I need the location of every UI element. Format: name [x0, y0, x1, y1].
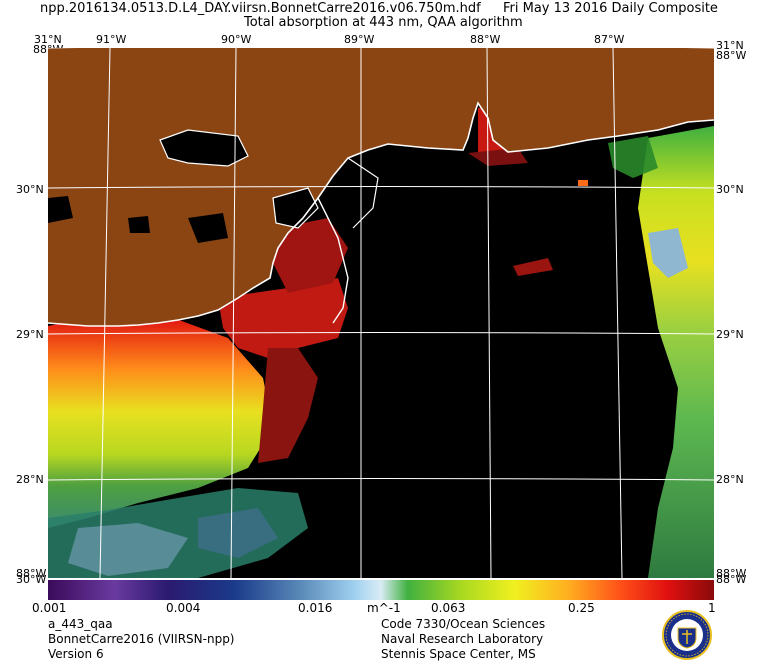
east-clear-patch: [648, 228, 688, 278]
colorbar-unit: m^-1: [367, 601, 401, 615]
colorbar-ramp: [48, 580, 714, 600]
file-name: npp.2016134.0513.D.L4_DAY.viirsn.BonnetC…: [40, 1, 481, 16]
colorbar-tick-3: 0.063: [431, 601, 466, 615]
lat-label-30-left: 30°N: [16, 183, 44, 196]
lat-label-28-left: 28°N: [16, 473, 44, 486]
colorbar: [48, 580, 714, 600]
meridian-90w: [230, 48, 237, 578]
bottom-left-overlap-label: 30°W: [16, 573, 47, 586]
meridian-91w: [99, 48, 111, 578]
lat-label-29-right: 29°N: [716, 328, 744, 341]
variable-name: a_443_qaa: [48, 617, 113, 631]
inland-lake: [128, 216, 150, 233]
colorbar-tick-0: 0.001: [32, 601, 67, 615]
lon-label-90: 90°W: [221, 33, 252, 46]
lat-label-28-right: 28°N: [716, 473, 744, 486]
inland-lake: [48, 196, 73, 223]
left-top-lat-label: 31°N: [34, 33, 62, 46]
colorbar-tick-1: 0.004: [166, 601, 201, 615]
west-shelf-blue-patch: [198, 508, 278, 558]
org-name: Naval Research Laboratory: [381, 632, 544, 646]
parallel-28n: [48, 478, 714, 481]
product-title: Total absorption at 443 nm, QAA algorith…: [244, 15, 523, 30]
meridian-87w: [612, 48, 623, 578]
offshore-patch: [578, 180, 588, 186]
inland-lake: [188, 213, 228, 243]
colorbar-tick-2: 0.016: [298, 601, 333, 615]
land-mass: [48, 48, 714, 326]
lon-label-89: 89°W: [344, 33, 375, 46]
colorbar-tick-5: 1: [708, 601, 716, 615]
corner-bottom-left-label: 88°W: [16, 567, 47, 580]
mississippi-sound-water: [468, 148, 528, 166]
chandeleur-islands: [347, 157, 379, 229]
bottom-right-overlap-label: 88°W: [716, 573, 747, 586]
inland-bay: [273, 188, 318, 228]
lake-pontchartrain: [160, 130, 248, 166]
absorption-map: [48, 48, 714, 578]
corner-top-right-label: 88°W: [716, 49, 747, 62]
delta-plume: [218, 278, 348, 358]
pensacola-shelf-water: [608, 136, 658, 178]
coastline: [48, 101, 714, 327]
parallel-30n: [48, 186, 714, 189]
lon-label-87: 87°W: [594, 33, 625, 46]
delta-shoreline: [317, 197, 349, 324]
lake-shoreline: [159, 129, 249, 167]
graticule: [48, 48, 714, 578]
barataria-bay-water: [273, 218, 348, 293]
version: Version 6: [48, 647, 104, 661]
lat-label-30-right: 30°N: [716, 183, 744, 196]
right-top-lat-label: 31°N: [716, 39, 744, 52]
lon-label-88: 88°W: [470, 33, 501, 46]
lon-label-91: 91°W: [96, 33, 127, 46]
parallel-29n: [48, 332, 714, 335]
nrl-seal-icon: [662, 610, 712, 660]
bay-shoreline: [272, 187, 319, 229]
region-sensor: BonnetCarre2016 (VIIRSN-npp): [48, 632, 235, 646]
composite-date: Fri May 13 2016 Daily Composite: [503, 1, 718, 16]
lat-label-29-left: 29°N: [16, 328, 44, 341]
org-location: Stennis Space Center, MS: [381, 647, 536, 661]
org-code: Code 7330/Ocean Sciences: [381, 617, 546, 631]
west-shelf-clear-patch: [68, 523, 188, 576]
corner-bottom-right-label: 88°W: [716, 567, 747, 580]
delta-outflow: [258, 348, 318, 463]
offshore-patch: [513, 258, 553, 276]
colorbar-tick-4: 0.25: [568, 601, 595, 615]
meridian-88w: [486, 48, 492, 578]
